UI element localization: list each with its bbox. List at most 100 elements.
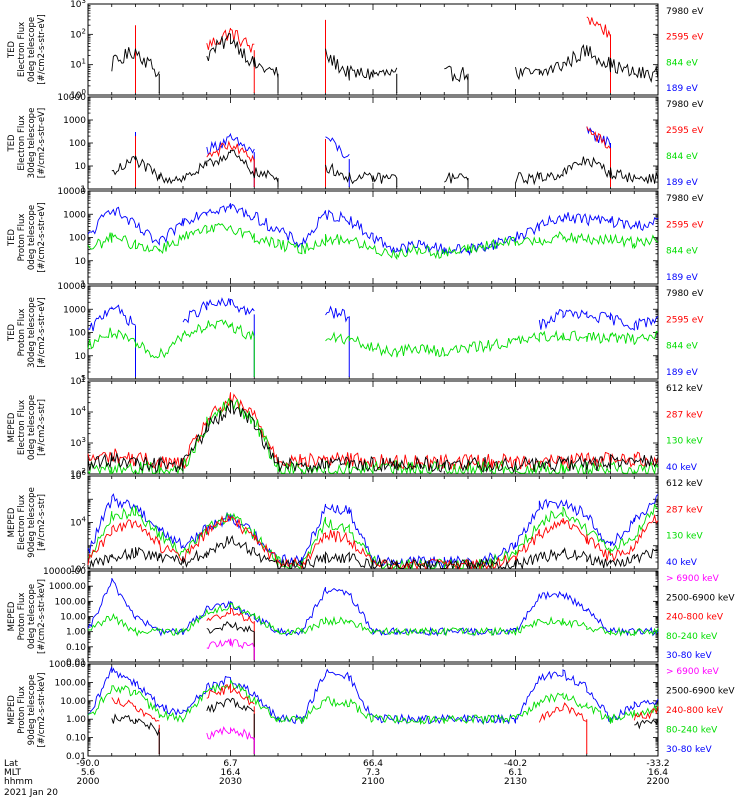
y-tick-label: 104 <box>70 405 86 418</box>
legend-entry: 30-80 keV <box>666 651 712 661</box>
svg-text:30deg telescope: 30deg telescope <box>27 108 37 179</box>
legend-entry: 7980 eV <box>666 7 704 17</box>
y-tick-label: 10000.00 <box>43 567 86 577</box>
panel-frame <box>87 475 659 570</box>
panel-6: 102 104 106 MEPED Electron Flux 90deg telesco… <box>7 469 703 575</box>
series-black <box>87 535 659 571</box>
panel-frame <box>87 285 659 380</box>
series-blue <box>87 297 659 377</box>
x-row-value: 7.3 <box>366 768 380 778</box>
legend-entry: 80-240 keV <box>666 632 718 642</box>
y-tick-label: 10 <box>75 352 87 362</box>
series-red <box>111 683 659 754</box>
y-tick-label: 1000 <box>63 305 86 315</box>
y-tick-label: 0.10 <box>66 643 86 653</box>
svg-text:Proton Flux: Proton Flux <box>17 686 27 734</box>
y-tick-label: 100.00 <box>55 597 87 607</box>
y-tick-label: 104 <box>70 516 86 529</box>
series-red <box>135 16 611 93</box>
svg-text:0deg telescope: 0deg telescope <box>27 395 37 460</box>
series-red <box>206 607 255 660</box>
x-row-value: 2100 <box>362 777 385 787</box>
y-tick-label: 1000 <box>63 116 86 126</box>
panel-frame <box>87 3 659 96</box>
svg-text:TED: TED <box>7 228 17 247</box>
svg-text:[#/cm2-s-str]: [#/cm2-s-str] <box>37 399 47 456</box>
svg-text:Electron Flux: Electron Flux <box>17 22 27 77</box>
legend-entry: 2595 eV <box>666 220 704 230</box>
legend-entry: 612 keV <box>666 384 703 394</box>
svg-text:MEPED: MEPED <box>7 507 17 537</box>
y-tick-label: 0.10 <box>66 734 86 744</box>
x-row-label: hhmm <box>4 777 33 787</box>
x-row-value: 16.4 <box>220 768 240 778</box>
y-axis-label: MEPED Proton Flux 0deg telescope [#/cm2-s-s… <box>7 579 47 654</box>
y-axis-label: MEPED Electron Flux 0deg telescope [#/cm2-s… <box>7 395 47 460</box>
svg-text:0deg telescope: 0deg telescope <box>27 584 37 649</box>
series-green <box>87 503 659 570</box>
series-blue <box>87 203 659 257</box>
x-row-value: -40.2 <box>504 759 527 769</box>
series-blue <box>87 578 659 637</box>
svg-text:TED: TED <box>7 40 17 59</box>
x-row-label: Lat <box>4 759 19 769</box>
y-tick-label: 100.00 <box>55 678 87 688</box>
legend-entry: 189 eV <box>666 368 699 378</box>
series-green <box>87 602 659 637</box>
y-tick-label: 106 <box>70 469 86 482</box>
legend-entry: 2595 eV <box>666 315 704 325</box>
legend-entry: 240-800 keV <box>666 613 724 623</box>
legend-entry: 2500-6900 keV <box>666 687 735 697</box>
legend-entry: 40 keV <box>666 463 698 473</box>
x-row-value: 16.4 <box>648 768 668 778</box>
legend-entry: 130 keV <box>666 532 703 542</box>
svg-text:90deg telescope: 90deg telescope <box>27 487 37 558</box>
x-row-value: 5.6 <box>81 768 96 778</box>
svg-text:0deg telescope: 0deg telescope <box>27 17 37 82</box>
svg-text:MEPED: MEPED <box>7 695 17 725</box>
legend-entry: 2500-6900 keV <box>666 593 735 603</box>
legend-entry: 844 eV <box>666 247 699 257</box>
legend-entry: 80-240 keV <box>666 726 718 736</box>
legend-entry: 30-80 keV <box>666 745 712 755</box>
svg-text:Electron Flux: Electron Flux <box>17 400 27 455</box>
y-tick-label: 10 <box>75 257 87 267</box>
svg-text:[#/cm2-s-str-eV]: [#/cm2-s-str-eV] <box>37 297 47 367</box>
legend-entry: 189 eV <box>666 178 699 188</box>
y-tick-label: 101 <box>70 58 86 71</box>
series-green <box>87 679 659 726</box>
y-tick-label: 105 <box>70 374 86 387</box>
svg-text:0deg telescope: 0deg telescope <box>27 205 37 270</box>
series-black <box>111 149 659 187</box>
legend-entry: 7980 eV <box>666 194 704 204</box>
panel-2: 1 10 100 1000 10000 TED Electron Flux 30deg tel… <box>7 93 704 195</box>
y-axis-label: TED Electron Flux 30deg telescope [#/cm2-s-… <box>7 108 47 179</box>
series-black <box>111 697 659 754</box>
svg-text:90deg telescope: 90deg telescope <box>27 675 37 746</box>
svg-text:TED: TED <box>7 134 17 153</box>
svg-text:TED: TED <box>7 323 17 342</box>
svg-text:[#/cm2-s-str]: [#/cm2-s-str] <box>37 494 47 551</box>
series-green <box>87 319 659 377</box>
y-tick-label: 102 <box>70 27 86 40</box>
svg-text:Proton Flux: Proton Flux <box>17 309 27 357</box>
x-row-label: MLT <box>4 768 22 778</box>
y-tick-label: 100 <box>69 139 86 149</box>
legend-entry: 844 eV <box>666 152 699 162</box>
svg-text:[#/cm2-s-str-eV]: [#/cm2-s-str-eV] <box>37 202 47 272</box>
legend-entry: > 6900 keV <box>666 574 720 584</box>
y-tick-label: 10.00 <box>60 613 86 623</box>
y-tick-label: 103 <box>70 436 86 449</box>
y-axis-label: TED Proton Flux 30deg telescope [#/cm2-s-st… <box>7 297 47 368</box>
y-tick-label: 102 <box>70 467 86 480</box>
y-tick-label: 1000.00 <box>49 582 86 592</box>
y-tick-label: 100 <box>69 234 86 244</box>
x-row-value: 2130 <box>504 777 527 787</box>
y-axis-label: TED Proton Flux 0deg telescope [#/cm2-s-str… <box>7 202 47 272</box>
y-axis-label: TED Electron Flux 0deg telescope [#/cm2-s-s… <box>7 14 47 84</box>
legend-entry: 844 eV <box>666 342 699 352</box>
y-tick-label: 1.00 <box>66 715 86 725</box>
x-row-value: 2000 <box>77 777 100 787</box>
